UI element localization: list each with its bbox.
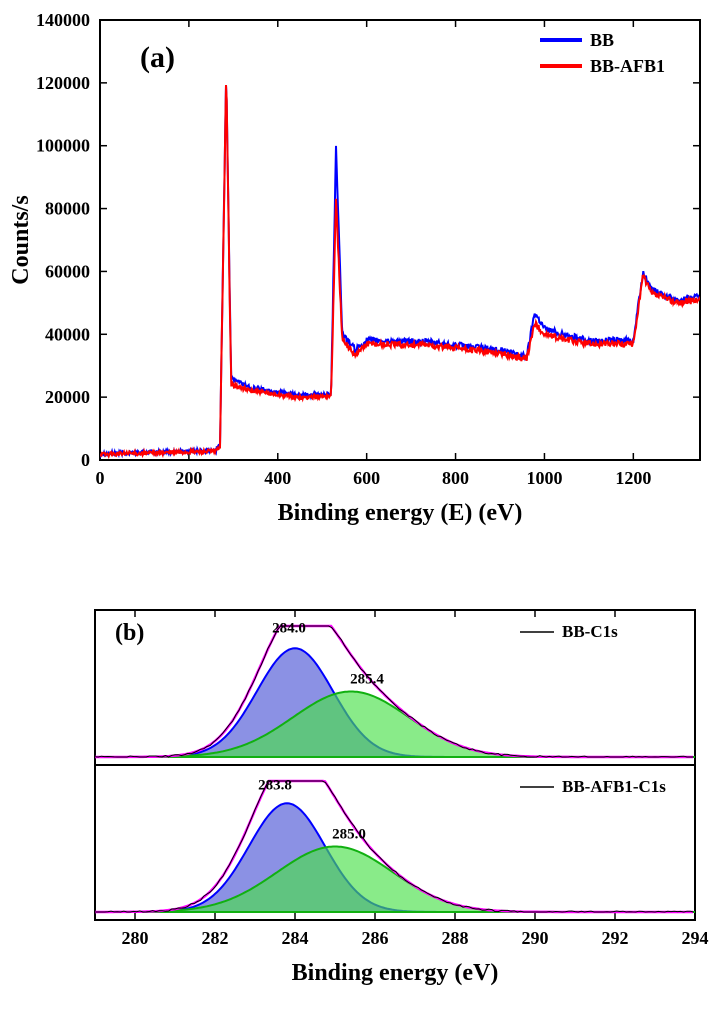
svg-text:292: 292: [602, 928, 629, 948]
svg-text:285.4: 285.4: [350, 672, 384, 688]
svg-text:Binding energy (eV): Binding energy (eV): [292, 960, 499, 986]
svg-text:120000: 120000: [36, 73, 90, 93]
svg-text:BB-C1s: BB-C1s: [562, 622, 618, 641]
svg-text:286: 286: [362, 928, 389, 948]
svg-text:140000: 140000: [36, 10, 90, 30]
svg-text:800: 800: [442, 468, 469, 488]
svg-text:282: 282: [202, 928, 229, 948]
svg-text:0: 0: [81, 450, 90, 470]
svg-text:60000: 60000: [45, 261, 90, 281]
svg-text:200: 200: [175, 468, 202, 488]
svg-text:400: 400: [264, 468, 291, 488]
svg-text:40000: 40000: [45, 324, 90, 344]
svg-text:600: 600: [353, 468, 380, 488]
svg-text:1000: 1000: [526, 468, 562, 488]
svg-text:0: 0: [96, 468, 105, 488]
svg-text:BB: BB: [590, 30, 614, 50]
svg-text:284.0: 284.0: [272, 620, 306, 636]
svg-text:(b): (b): [115, 620, 144, 646]
svg-text:280: 280: [122, 928, 149, 948]
svg-text:100000: 100000: [36, 136, 90, 156]
svg-text:(a): (a): [140, 41, 175, 74]
svg-text:20000: 20000: [45, 387, 90, 407]
svg-text:288: 288: [442, 928, 469, 948]
svg-text:294: 294: [682, 928, 709, 948]
svg-text:BB-AFB1-C1s: BB-AFB1-C1s: [562, 777, 666, 796]
svg-text:1200: 1200: [615, 468, 651, 488]
svg-text:80000: 80000: [45, 199, 90, 219]
svg-text:Counts/s: Counts/s: [8, 195, 34, 284]
svg-text:290: 290: [522, 928, 549, 948]
svg-text:283.8: 283.8: [258, 777, 292, 793]
panel-b-chart: 280 282 284 286 288 290 292 294 Binding energy (…: [0, 595, 725, 995]
panel-a-chart: 0 200 400 600 800 1000 1200 0 20000 40000 60000 800…: [0, 0, 725, 540]
svg-text:Binding energy (E) (eV): Binding energy (E) (eV): [278, 500, 523, 526]
svg-text:285.0: 285.0: [332, 827, 366, 843]
svg-text:284: 284: [282, 928, 309, 948]
svg-text:BB-AFB1: BB-AFB1: [590, 56, 665, 76]
